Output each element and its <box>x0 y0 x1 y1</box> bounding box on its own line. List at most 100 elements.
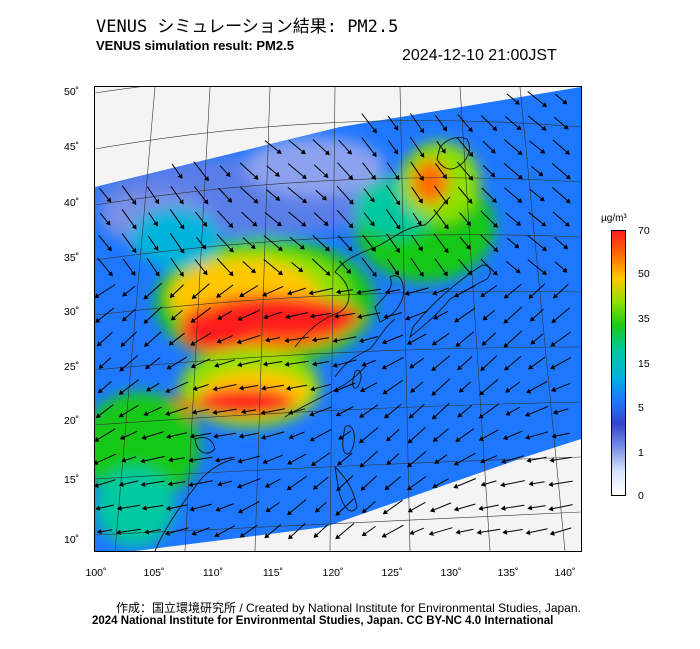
wind-arrow <box>434 185 448 205</box>
map-canvas <box>95 87 581 551</box>
wind-arrowhead <box>309 436 315 442</box>
wind-arrow <box>263 259 283 275</box>
wind-arrowhead <box>189 506 195 512</box>
copyright-line: 2024 National Institute for Environmenta… <box>92 615 554 627</box>
wind-arrowhead <box>323 172 329 178</box>
wind-arrowhead <box>384 413 390 419</box>
wind-arrow <box>550 356 572 370</box>
wind-arrow <box>238 501 260 513</box>
wind-arrowhead <box>563 244 569 250</box>
wind-arrowhead <box>409 529 415 535</box>
wind-arrowhead <box>481 340 487 346</box>
wind-arrowhead <box>407 438 413 444</box>
wind-arrowhead <box>479 390 485 396</box>
wind-arrowhead <box>212 409 218 415</box>
wind-arrowhead <box>514 99 520 105</box>
wind-arrowhead <box>525 529 531 536</box>
wind-arrowhead <box>189 433 195 439</box>
wind-arrow <box>190 503 212 511</box>
wind-arrowhead <box>431 390 437 396</box>
wind-arrowhead <box>410 387 416 393</box>
wind-arrow <box>383 499 403 515</box>
wind-arrow <box>170 257 184 277</box>
wind-arrow <box>311 452 331 466</box>
wind-arrow <box>430 502 452 512</box>
wind-arrowhead <box>516 125 522 131</box>
wind-arrowhead <box>454 317 460 323</box>
wind-arrowhead <box>287 510 293 516</box>
wind-arrowhead <box>154 271 160 277</box>
wind-arrowhead <box>108 271 113 277</box>
wind-arrowhead <box>237 316 243 321</box>
wind-arrowhead <box>442 173 447 180</box>
wind-arrowhead <box>395 200 401 206</box>
wind-arrow <box>193 186 209 204</box>
wind-arrow <box>263 235 283 251</box>
wind-arrowhead <box>431 340 438 346</box>
wind-arrow <box>454 503 476 511</box>
wind-arrow <box>429 527 453 535</box>
wind-arrowhead <box>381 364 387 370</box>
wind-arrow <box>480 258 498 276</box>
wind-arrowhead <box>324 150 330 156</box>
wind-arrow <box>335 498 355 516</box>
wind-arrow <box>335 523 355 539</box>
wind-arrowhead <box>430 507 436 513</box>
wind-arrowhead <box>500 482 506 488</box>
wind-arrowhead <box>503 318 509 324</box>
wind-arrowhead <box>517 198 523 203</box>
wind-arrowhead <box>310 386 316 392</box>
wind-arrow <box>360 475 378 491</box>
wind-arrowhead <box>467 126 473 133</box>
wind-arrowhead <box>515 268 521 274</box>
wind-arrowhead <box>360 485 366 491</box>
wind-arrow <box>117 504 141 510</box>
wind-arrowhead <box>500 505 506 511</box>
lat-tick-30: 30˚ <box>64 306 80 318</box>
wind-arrow <box>527 235 547 251</box>
wind-arrowhead <box>228 222 234 229</box>
wind-arrow <box>213 384 237 390</box>
wind-arrowhead <box>346 268 352 274</box>
wind-arrow <box>479 403 499 419</box>
wind-arrowhead <box>386 459 392 466</box>
wind-arrowhead <box>153 245 159 251</box>
lat-tick-20: 20˚ <box>64 415 80 427</box>
wind-arrowhead <box>538 171 544 177</box>
wind-arrowhead <box>541 125 547 131</box>
wind-arrow <box>549 504 573 510</box>
wind-arrowhead <box>118 412 124 418</box>
wind-arrowhead <box>308 290 314 296</box>
wind-arrowhead <box>323 221 329 227</box>
wind-arrowhead <box>478 413 484 419</box>
wind-arrow <box>142 431 164 439</box>
wind-arrowhead <box>287 290 293 296</box>
wind-arrowhead <box>95 317 101 323</box>
wind-arrow <box>311 258 331 276</box>
wind-arrowhead <box>324 246 330 252</box>
wind-arrowhead <box>357 313 362 320</box>
wind-arrow <box>550 456 572 462</box>
legend-label-0: 0 <box>638 490 644 502</box>
wind-arrowhead <box>382 509 389 515</box>
wind-arrowhead <box>347 246 353 252</box>
wind-arrowhead <box>131 247 137 254</box>
wind-arrow <box>453 478 477 488</box>
wind-arrowhead <box>431 414 438 420</box>
wind-arrow <box>480 210 498 228</box>
wind-arrowhead <box>467 270 473 276</box>
wind-arrowhead <box>143 318 149 324</box>
wind-arrowhead <box>502 435 509 440</box>
wind-arrow <box>312 235 330 251</box>
wind-arrow <box>503 306 523 324</box>
wind-arrowhead <box>443 248 449 254</box>
wind-arrowhead <box>145 364 151 370</box>
wind-arrow <box>95 479 116 487</box>
wind-arrowhead <box>96 528 102 535</box>
wind-arrowhead <box>250 268 256 274</box>
wind-arrowhead <box>95 293 100 298</box>
wind-arrow <box>431 378 451 396</box>
wind-arrowhead <box>548 506 554 512</box>
wind-arrowhead <box>416 220 422 226</box>
wind-arrowhead <box>370 246 376 252</box>
